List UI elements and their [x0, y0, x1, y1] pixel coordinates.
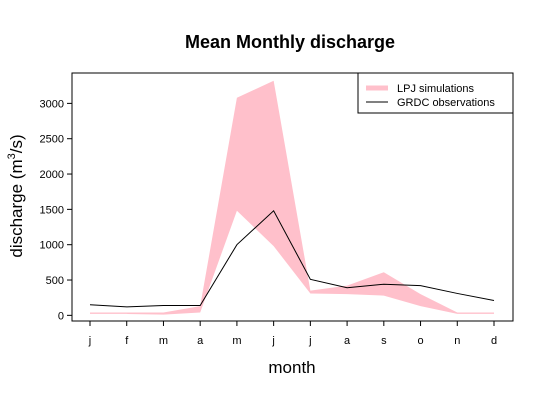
y-tick-label: 2000	[40, 169, 64, 181]
x-tick-label: j	[308, 335, 311, 347]
x-tick-label: m	[232, 335, 241, 347]
legend: LPJ simulations GRDC observations	[357, 72, 514, 114]
x-tick-label: a	[344, 335, 351, 347]
y-tick-label: 2500	[40, 134, 64, 146]
y-axis-title-tail: /s)	[7, 134, 26, 153]
plot-area: 0 500 1000 1500 2000 2500 3000 j f m a m j j a s o n d	[40, 72, 514, 347]
x-tick-label: f	[125, 335, 129, 347]
y-tick-label: 1500	[40, 204, 64, 216]
x-tick-label: n	[454, 335, 460, 347]
x-axis-title: month	[268, 358, 315, 377]
chart-title: Mean Monthly discharge	[185, 32, 395, 52]
y-axis-title: discharge (m3/s)	[6, 134, 26, 257]
y-axis-title-main: discharge (m	[7, 159, 26, 257]
legend-label-grdc-observations: GRDC observations	[397, 97, 495, 109]
x-tick-label: s	[381, 335, 387, 347]
legend-label-lpj-simulations: LPJ simulations	[397, 83, 475, 95]
x-tick-label: d	[491, 335, 497, 347]
x-tick-label: o	[417, 335, 423, 347]
series-band-lpj-simulations	[90, 80, 494, 315]
series-line-grdc-observations	[89, 209, 495, 308]
y-tick-label: 1000	[40, 240, 64, 252]
x-tick-label: m	[159, 335, 168, 347]
legend-box	[357, 72, 514, 114]
y-axis-title-superscript: 3	[6, 153, 18, 159]
x-tick-label: a	[197, 335, 204, 347]
y-tick-label: 500	[46, 275, 64, 287]
x-tick-label: j	[88, 335, 91, 347]
x-tick-label: j	[271, 335, 274, 347]
y-tick-label: 3000	[40, 98, 64, 110]
y-tick-label: 0	[58, 310, 64, 322]
plot-frame	[71, 72, 514, 322]
